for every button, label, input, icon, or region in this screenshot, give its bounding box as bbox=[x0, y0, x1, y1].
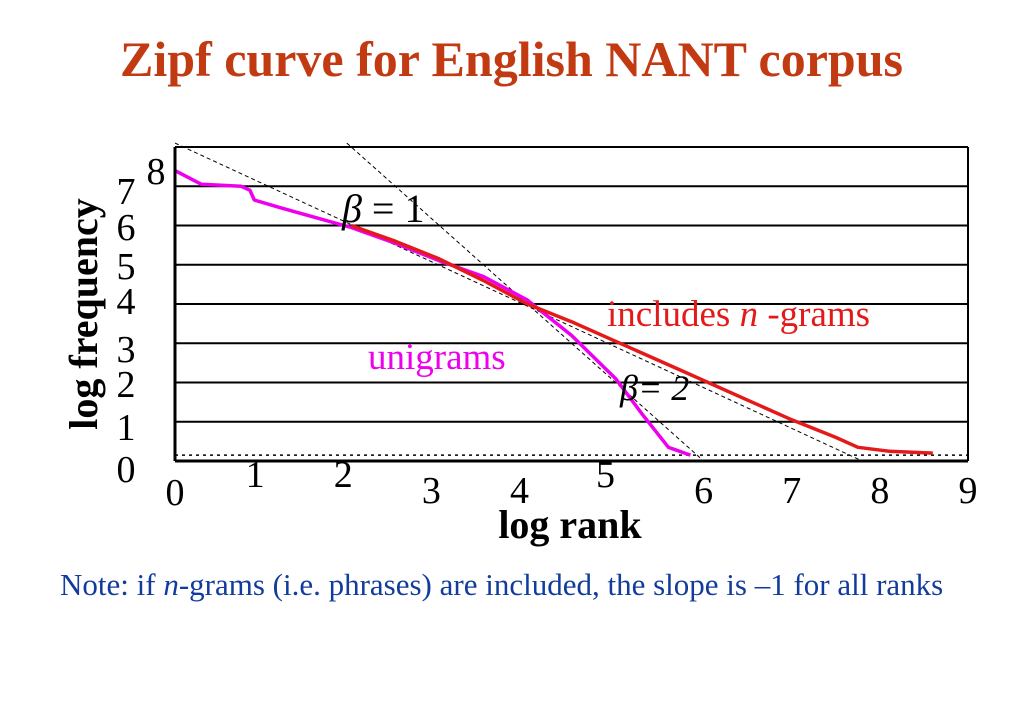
beta-2-text: = 2 bbox=[638, 368, 689, 408]
y-tick-label: 8 bbox=[147, 151, 166, 193]
x-tick-label: 7 bbox=[782, 470, 801, 512]
ngrams-label-italic: n bbox=[740, 294, 759, 335]
beta-1-text: = 1 bbox=[362, 186, 425, 231]
y-tick-label: 5 bbox=[117, 246, 136, 288]
x-tick-label: 4 bbox=[510, 470, 529, 512]
beta-1-symbol: β bbox=[341, 186, 362, 231]
series-line-unigrams bbox=[174, 169, 691, 457]
note-italic: n bbox=[163, 567, 179, 602]
x-tick-label: 2 bbox=[334, 454, 353, 496]
x-tick-label: 1 bbox=[246, 454, 265, 496]
grid-lines bbox=[175, 146, 968, 456]
beta-2-label: β= 2 bbox=[619, 368, 689, 408]
y-tick-label: 4 bbox=[117, 281, 136, 323]
axes bbox=[173, 147, 969, 463]
y-tick-label: 7 bbox=[117, 171, 136, 213]
x-tick-label: 9 bbox=[959, 470, 978, 512]
series-lines bbox=[174, 169, 933, 457]
x-tick-label: 3 bbox=[422, 470, 441, 512]
x-axis-label: log rank bbox=[498, 502, 642, 547]
ngrams-label-prefix: includes bbox=[607, 294, 740, 335]
note-suffix: -grams (i.e. phrases) are included, the … bbox=[178, 567, 944, 602]
note-prefix: Note: if bbox=[60, 567, 164, 602]
beta-1-label: β = 1 bbox=[341, 186, 424, 231]
ngrams-label-suffix: -grams bbox=[758, 294, 870, 335]
reference-line-beta-1 bbox=[174, 142, 863, 462]
y-axis-label: log frequency bbox=[61, 198, 106, 429]
y-tick-label: 2 bbox=[117, 364, 136, 406]
series-line-ngrams bbox=[350, 223, 933, 455]
x-tick-label: 8 bbox=[870, 470, 889, 512]
x-tick-label: 0 bbox=[166, 472, 185, 514]
x-tick-label: 6 bbox=[694, 470, 713, 512]
y-tick-label: 0 bbox=[117, 449, 136, 491]
footnote: Note: if n-grams (i.e. phrases) are incl… bbox=[60, 566, 978, 604]
beta-2-symbol: β bbox=[619, 368, 638, 408]
x-tick-label: 5 bbox=[596, 454, 615, 496]
ngrams-series-label: includes n -grams bbox=[607, 294, 870, 335]
y-tick-label: 3 bbox=[117, 329, 136, 371]
y-tick-label: 1 bbox=[117, 407, 136, 449]
unigrams-series-label: unigrams bbox=[368, 337, 506, 378]
slide-title: Zipf curve for English NANT corpus bbox=[120, 31, 903, 87]
y-tick-label: 6 bbox=[117, 207, 136, 249]
